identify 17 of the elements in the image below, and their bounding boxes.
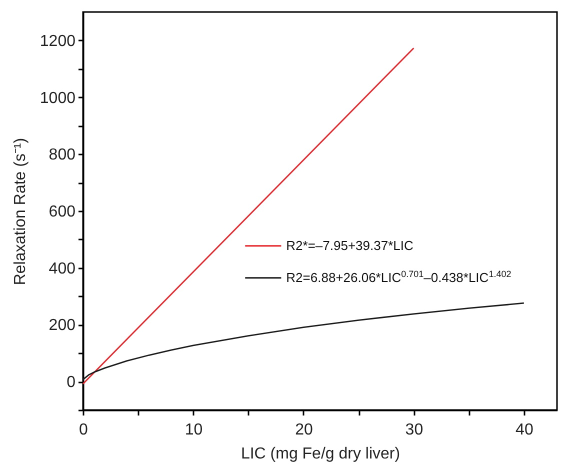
legend-label: R2*=–7.95+39.37*LIC: [286, 238, 414, 253]
y-tick-label: 600: [48, 204, 76, 220]
x-tick-label: 10: [184, 422, 203, 438]
y-tick-label: 1000: [40, 90, 76, 107]
y-tick-label: 0: [66, 374, 76, 392]
x-axis-title: LIC (mg Fe/g dry liver): [240, 446, 400, 462]
x-tick-label: 20: [295, 422, 313, 438]
x-tick-label: 40: [516, 422, 534, 438]
line-series: [82, 302, 525, 380]
y-tick-label: 800: [48, 146, 76, 164]
y-axis-title: Relaxation Rate (s⁻¹): [12, 138, 29, 286]
y-tick-label: 1200: [40, 32, 76, 50]
y-tick-label: 400: [48, 260, 76, 278]
y-tick-label: 200: [48, 317, 76, 334]
x-tick-label: 0: [79, 422, 88, 438]
legend-label: R2=6.88+26.06*LIC$^{0.701}$–0.438*LIC$^{1.402}$: [286, 268, 512, 285]
x-tick-label: 30: [405, 422, 424, 438]
